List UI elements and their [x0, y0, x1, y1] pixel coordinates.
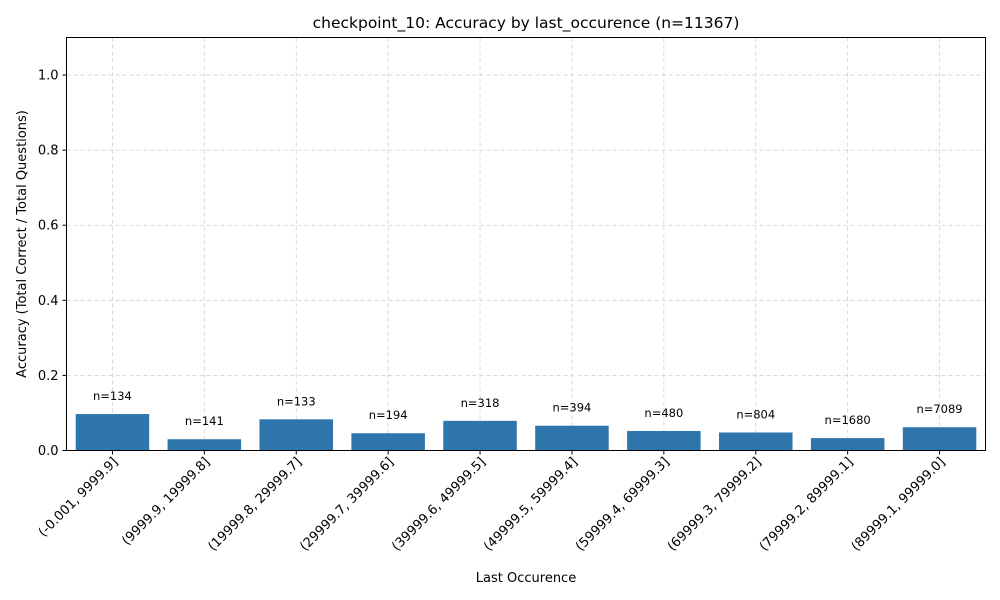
x-tick-label: (-0.001, 9999.9] [36, 455, 121, 540]
bar-count-label: n=318 [461, 396, 500, 410]
bar [718, 432, 793, 451]
bar-count-label: n=480 [644, 406, 683, 420]
bar [259, 419, 334, 451]
y-tick-label: 0.0 [38, 444, 59, 459]
bar [535, 425, 609, 451]
x-tick-label: (59999.4, 69999.3] [573, 455, 673, 555]
bar [443, 420, 517, 451]
bar [902, 427, 977, 451]
plot-frame [66, 37, 986, 451]
bar-count-label: n=1680 [825, 413, 871, 427]
grid-lines [66, 37, 986, 451]
x-axis-label: Last Occurence [476, 571, 576, 586]
chart-title: checkpoint_10: Accuracy by last_occurenc… [313, 14, 740, 33]
bar-annotations: n=134 n=141 n=133 n=194 n=318 n=394 n=480 n=804… [93, 389, 963, 428]
bar-count-label: n=134 [93, 389, 132, 403]
bar-count-label: n=133 [277, 394, 316, 408]
bar [351, 433, 425, 451]
y-axis-label: Accuracy (Total Correct / Total Question… [15, 110, 30, 378]
x-tick-label: (39999.6, 49999.5] [389, 455, 489, 555]
bar [75, 414, 150, 451]
y-axis: 0.0 0.2 0.4 0.6 0.8 1.0 [38, 69, 67, 459]
bar-count-label: n=194 [369, 408, 408, 422]
bar-count-label: n=7089 [916, 402, 962, 416]
bars [75, 414, 977, 451]
bar-count-label: n=141 [185, 414, 224, 428]
bar-count-label: n=804 [736, 407, 775, 421]
x-tick-label: (89999.1, 99999.0] [849, 455, 949, 555]
y-tick-label: 1.0 [38, 69, 59, 84]
bar [627, 430, 701, 451]
x-tick-label: (69999.3, 79999.2] [665, 455, 765, 555]
x-tick-label: (29999.7, 39999.6] [297, 455, 397, 555]
bar [810, 438, 885, 451]
bar [167, 439, 242, 451]
x-tick-label: (9999.9, 19999.8] [119, 455, 213, 549]
x-axis: (-0.001, 9999.9](9999.9, 19999.8](19999.… [36, 450, 949, 555]
x-tick-label: (19999.8, 29999.7] [205, 455, 305, 555]
y-tick-label: 0.4 [38, 294, 59, 309]
bar-count-label: n=394 [553, 401, 592, 415]
x-tick-label: (79999.2, 89999.1] [757, 455, 857, 555]
y-tick-label: 0.6 [38, 219, 59, 234]
x-tick-label: (49999.5, 59999.4] [481, 455, 581, 555]
y-tick-label: 0.2 [38, 369, 59, 384]
y-tick-label: 0.8 [38, 144, 59, 159]
